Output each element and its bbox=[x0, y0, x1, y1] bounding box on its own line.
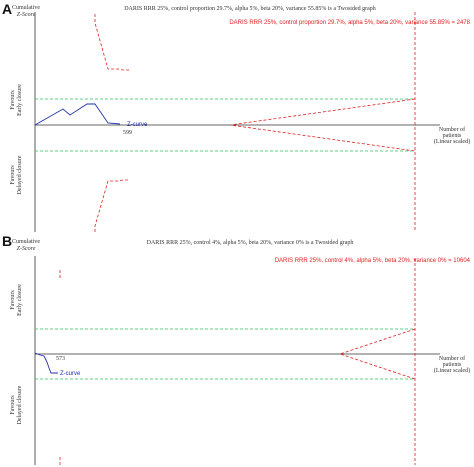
upper-label: FavoursEarly closure bbox=[10, 284, 23, 316]
upper-boundary bbox=[94, 14, 130, 71]
panel-title: DARIS RRR 25%, control proportion 29.7%,… bbox=[124, 6, 376, 12]
panel-title: DARIS RRR 25%, control 4%, alpha 5%, bet… bbox=[147, 240, 354, 246]
lower-label: FavoursDelayed closure bbox=[10, 385, 23, 424]
lower-label: FavoursDelayed closure bbox=[10, 155, 23, 194]
panel-b: B DARIS RRR 25%, control 4%, alpha 5%, b… bbox=[2, 233, 471, 465]
curve-label: Z-curve bbox=[60, 371, 81, 377]
futility-wedge bbox=[229, 98, 416, 152]
curve-label: Z-curve bbox=[127, 122, 148, 128]
x-axis-label: Number of patients (Linear scaled) bbox=[434, 126, 470, 145]
patients-label: 573 bbox=[56, 356, 65, 362]
patients-label: 599 bbox=[123, 130, 132, 136]
z-curve bbox=[34, 103, 121, 126]
x-axis-label: Number of patients (Linear scaled) bbox=[434, 355, 470, 374]
panel-letter: A bbox=[2, 1, 12, 17]
upper-label: FavoursEarly closure bbox=[10, 84, 23, 116]
y-axis-label: Cumulative Z-Score bbox=[12, 5, 40, 18]
boundary-label: DARIS RRR 25%, control 4%, alpha 5%, bet… bbox=[275, 258, 471, 264]
futility-wedge bbox=[338, 328, 416, 380]
boundary-label: DARIS RRR 25%, control proportion 29.7%,… bbox=[229, 20, 470, 26]
lower-boundary bbox=[94, 179, 130, 232]
panel-letter: B bbox=[2, 233, 12, 249]
z-curve bbox=[34, 352, 58, 374]
panel-a: A DARIS RRR 25%, control proportion 29.7… bbox=[2, 1, 471, 232]
y-axis-label: Cumulative Z-Score bbox=[12, 239, 40, 252]
